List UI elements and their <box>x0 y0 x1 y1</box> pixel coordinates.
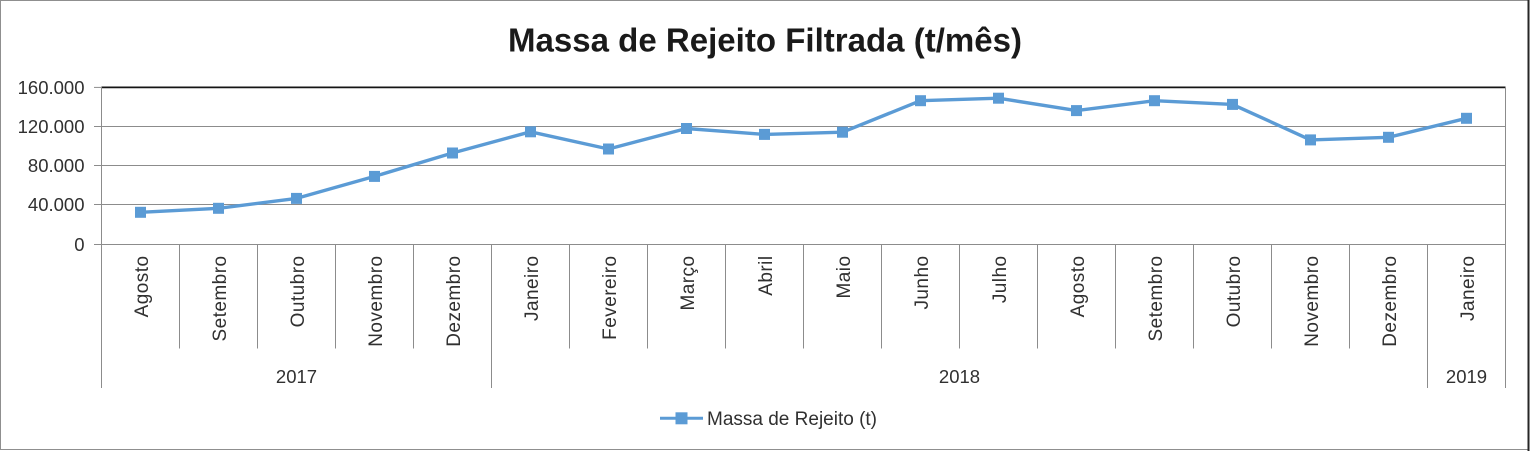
svg-text:40.000: 40.000 <box>28 194 85 215</box>
svg-text:Dezembro: Dezembro <box>1380 256 1401 347</box>
svg-text:2019: 2019 <box>1446 366 1487 387</box>
svg-text:Massa de Rejeito (t): Massa de Rejeito (t) <box>707 409 877 430</box>
svg-text:2018: 2018 <box>939 366 980 387</box>
svg-text:Setembro: Setembro <box>1146 256 1167 342</box>
svg-text:Massa de Rejeito Filtrada (t/m: Massa de Rejeito Filtrada (t/mês) <box>508 22 1022 59</box>
svg-text:Janeiro: Janeiro <box>522 256 543 321</box>
svg-text:Outubro: Outubro <box>1224 256 1245 328</box>
svg-text:Agosto: Agosto <box>1068 256 1089 318</box>
svg-text:Julho: Julho <box>990 256 1011 304</box>
svg-text:Outubro: Outubro <box>288 256 309 328</box>
svg-text:Janeiro: Janeiro <box>1458 256 1479 321</box>
svg-text:160.000: 160.000 <box>18 77 85 98</box>
svg-text:80.000: 80.000 <box>28 155 85 176</box>
svg-text:Junho: Junho <box>912 256 933 310</box>
svg-text:0: 0 <box>74 234 84 255</box>
svg-text:Fevereiro: Fevereiro <box>600 256 621 340</box>
svg-text:Maio: Maio <box>834 256 855 299</box>
svg-text:120.000: 120.000 <box>18 116 85 137</box>
svg-text:Novembro: Novembro <box>1302 256 1323 347</box>
svg-text:Agosto: Agosto <box>132 256 153 318</box>
svg-text:Março: Março <box>678 256 699 311</box>
svg-text:Novembro: Novembro <box>366 256 387 347</box>
svg-text:2017: 2017 <box>276 366 317 387</box>
svg-text:Dezembro: Dezembro <box>444 256 465 347</box>
svg-text:Setembro: Setembro <box>210 256 231 342</box>
svg-text:Abril: Abril <box>756 256 777 296</box>
